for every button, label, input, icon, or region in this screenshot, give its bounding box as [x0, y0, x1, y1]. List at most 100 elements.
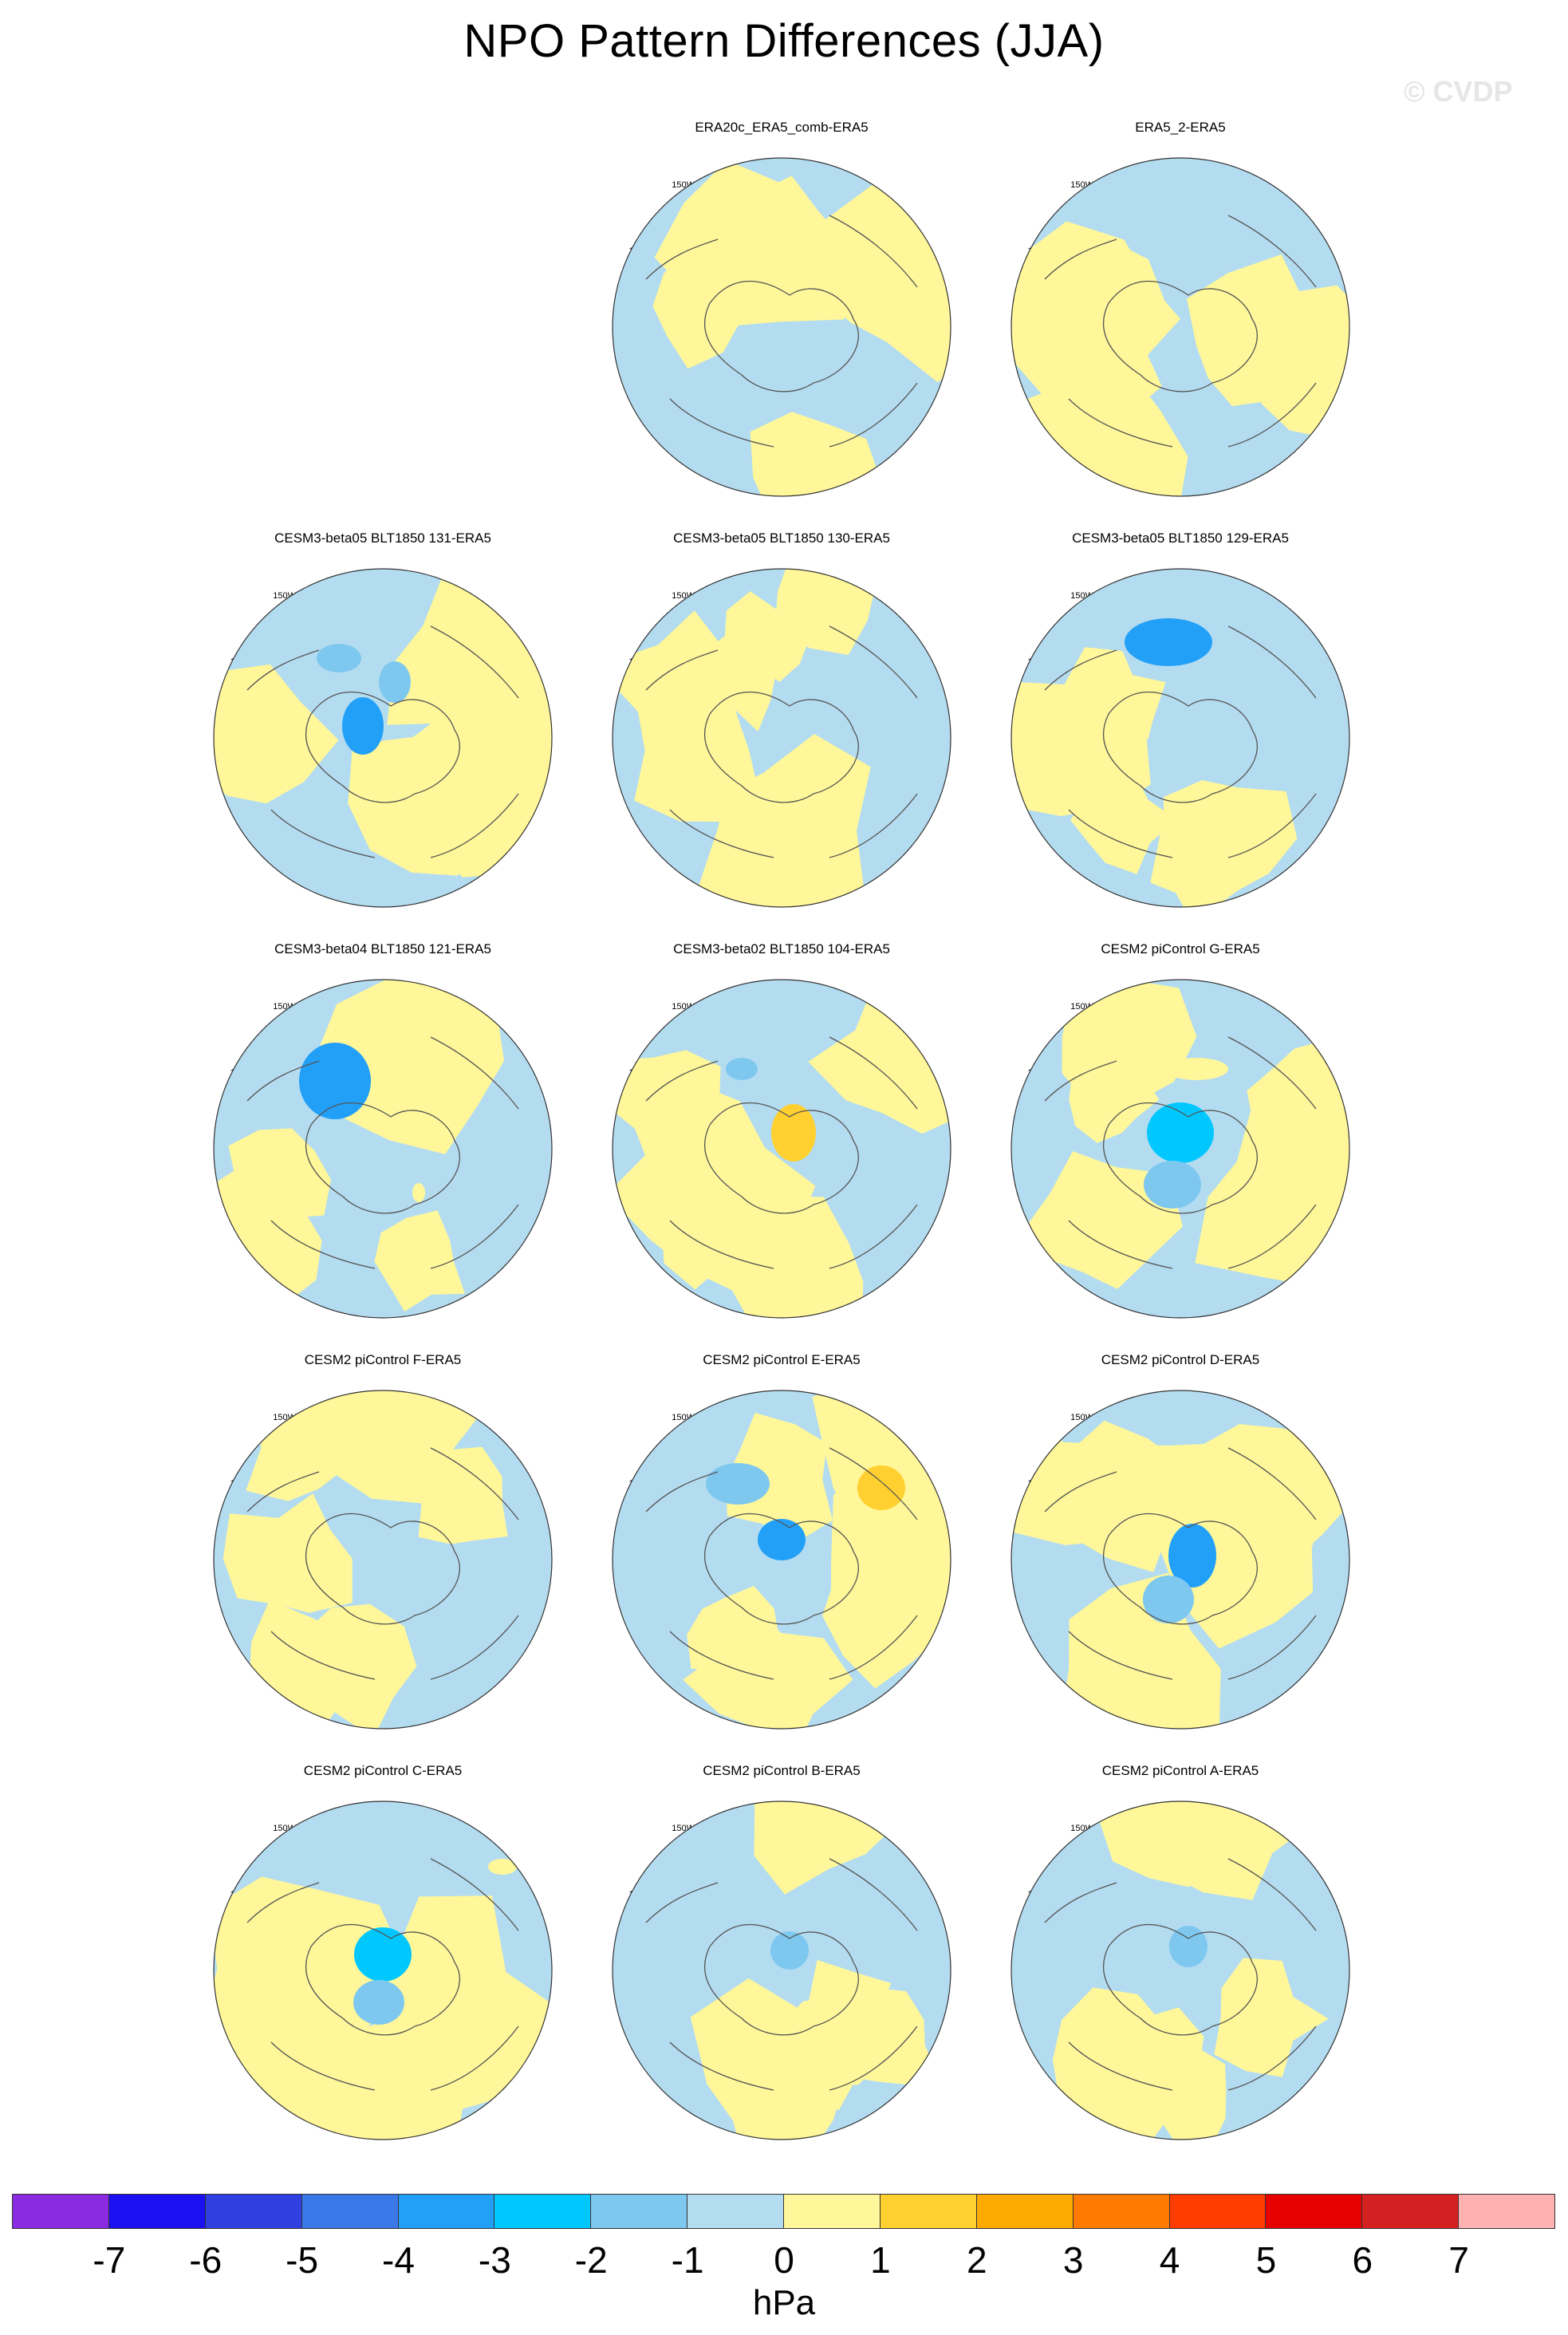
polar-map: [612, 568, 951, 908]
anomaly-contour: [726, 1058, 758, 1080]
colorbar-segment: [590, 2194, 688, 2229]
panel-title: CESM2 piControl F-ERA5: [304, 1352, 462, 1367]
map-panel: CESM3-beta02 BLT1850 104-ERA5180150W150E…: [590, 941, 973, 1388]
positive-region: [774, 569, 879, 655]
panel-title: ERA20c_ERA5_comb-ERA5: [695, 120, 869, 135]
anomaly-contour: [1147, 1102, 1214, 1163]
map-panel: ERA5_2-ERA5180150W150E120W120E90W90E60W6…: [989, 120, 1372, 566]
positive-region: [418, 1446, 508, 1544]
map-panel: CESM2 piControl D-ERA5180150W150E120W120…: [989, 1352, 1372, 1799]
anomaly-contour: [412, 1183, 425, 1202]
panel-title: CESM3-beta04 BLT1850 121-ERA5: [274, 941, 491, 956]
panel-title: CESM2 piControl C-ERA5: [303, 1763, 463, 1778]
map-border: [612, 157, 951, 497]
polar-map: [1011, 979, 1350, 1319]
colorbar-segment: [204, 2194, 302, 2229]
map-border: [1011, 568, 1350, 908]
map-border: [1011, 1390, 1350, 1730]
coastline: [645, 1036, 918, 1269]
anomaly-contour: [317, 644, 361, 672]
coastline: [1044, 1447, 1317, 1680]
map-border: [1011, 157, 1350, 497]
coastline: [645, 1858, 918, 2091]
colorbar-tick-label: 1: [870, 2239, 891, 2281]
positive-region: [613, 1121, 802, 1297]
colorbar-tick-label: 4: [1159, 2239, 1180, 2281]
colorbar: [12, 2194, 1555, 2229]
positive-region: [372, 980, 487, 1047]
panel-title: CESM2 piControl G-ERA5: [1101, 941, 1260, 956]
anomaly-contour: [354, 1927, 412, 1982]
map-panel: CESM2 piControl C-ERA5180150W150E120W120…: [191, 1763, 574, 2210]
map-panel: CESM2 piControl A-ERA5180150W150E120W120…: [989, 1763, 1372, 2210]
positive-region: [683, 1593, 853, 1729]
anomaly-contour: [379, 661, 411, 703]
colorbar-tick-label: -7: [93, 2239, 126, 2281]
anomaly-contour: [1143, 1576, 1194, 1623]
colorbar-segment: [1458, 2194, 1555, 2229]
positive-region: [1011, 705, 1127, 816]
map-panel: ERA20c_ERA5_comb-ERA5180150W150E120W120E…: [590, 120, 973, 566]
positive-region: [1011, 234, 1170, 416]
positive-region: [1099, 1801, 1232, 1887]
map-border: [612, 568, 951, 908]
map-border: [612, 979, 951, 1319]
coastline: [645, 625, 918, 858]
positive-region: [223, 1493, 353, 1613]
positive-region: [695, 734, 871, 907]
coastline: [1044, 1036, 1317, 1269]
colorbar-units: hPa: [752, 2283, 816, 2322]
map-panel: CESM2 piControl E-ERA5180150W150E120W120…: [590, 1352, 973, 1799]
colorbar-tick-label: 7: [1448, 2239, 1469, 2281]
map-border: [213, 568, 553, 908]
anomaly-contour: [1144, 1161, 1201, 1209]
map-panel: CESM2 piControl F-ERA5180150W150E120W120…: [191, 1352, 574, 1799]
colorbar-tick-label: -2: [574, 2239, 608, 2281]
positive-region: [687, 1586, 780, 1674]
map-border: [612, 1801, 951, 2140]
polar-map: [612, 979, 951, 1319]
colorbar-segment: [783, 2194, 881, 2229]
map-panel: CESM3-beta05 BLT1850 131-ERA5180150W150E…: [191, 531, 574, 977]
colorbar-segment: [1265, 2194, 1363, 2229]
map-border: [1011, 979, 1350, 1319]
colorbar-tick-label: -1: [671, 2239, 704, 2281]
coastline: [645, 1447, 918, 1680]
colorbar-segment: [975, 2194, 1074, 2229]
colorbar-tick-label: 5: [1255, 2239, 1277, 2281]
positive-region: [822, 1539, 951, 1689]
map-panel: CESM2 piControl B-ERA5180150W150E120W120…: [590, 1763, 973, 2210]
polar-map: [612, 1801, 951, 2140]
colorbar-tick-label: 6: [1352, 2239, 1373, 2281]
coastline: [246, 1036, 519, 1269]
coastline: [1044, 1858, 1317, 2091]
anomaly-contour: [1125, 618, 1212, 666]
colorbar-segment: [301, 2194, 399, 2229]
panel-title: CESM3-beta05 BLT1850 131-ERA5: [274, 531, 491, 546]
positive-region: [719, 2016, 852, 2135]
panel-title: CESM3-beta02 BLT1850 104-ERA5: [673, 941, 890, 956]
positive-region: [319, 1390, 477, 1504]
colorbar-segment: [1168, 2194, 1267, 2229]
anomaly-contour: [771, 1104, 816, 1162]
colorbar-segment: [12, 2194, 109, 2229]
colorbar-segment: [1072, 2194, 1170, 2229]
panel-title: CESM2 piControl D-ERA5: [1101, 1352, 1260, 1367]
colorbar-segment: [1361, 2194, 1460, 2229]
positive-region: [374, 1210, 465, 1311]
anomaly-contour: [1265, 1457, 1287, 1470]
map-border: [213, 1390, 553, 1730]
positive-region: [214, 664, 339, 804]
polar-map: [213, 1801, 553, 2140]
map-border: [213, 979, 553, 1319]
positive-region: [1281, 1131, 1349, 1241]
positive-region: [1214, 1958, 1329, 2077]
anomaly-contour: [488, 1859, 517, 1875]
map-panel: CESM3-beta05 BLT1850 130-ERA5180150W150E…: [590, 531, 973, 977]
anomaly-contour: [342, 697, 384, 755]
coastline: [645, 215, 918, 448]
positive-region: [634, 680, 758, 822]
panel-title: CESM3-beta05 BLT1850 129-ERA5: [1072, 531, 1289, 546]
cvdp-watermark: © CVDP: [1404, 75, 1513, 108]
map-panel: CESM2 piControl G-ERA5180150W150E120W120…: [989, 941, 1372, 1388]
